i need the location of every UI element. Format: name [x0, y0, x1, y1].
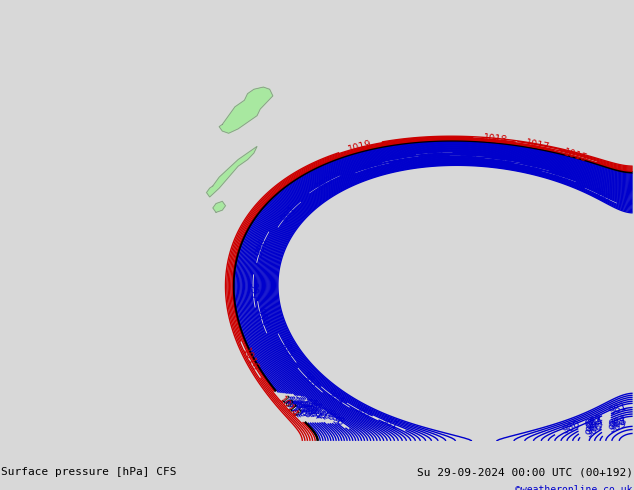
Text: Su 29-09-2024 00:00 UTC (00+192): Su 29-09-2024 00:00 UTC (00+192) — [417, 467, 633, 477]
Text: 983: 983 — [584, 415, 605, 432]
Text: 1012: 1012 — [281, 395, 304, 420]
Text: 981: 981 — [378, 415, 399, 432]
Polygon shape — [207, 147, 257, 197]
Text: 999: 999 — [321, 408, 342, 427]
Text: 994: 994 — [254, 307, 268, 327]
Text: 1008: 1008 — [289, 396, 313, 421]
Text: 988: 988 — [607, 416, 628, 432]
Text: 1017: 1017 — [524, 138, 551, 153]
Text: 985: 985 — [278, 338, 295, 359]
Text: 1010: 1010 — [285, 396, 309, 420]
Text: 1018: 1018 — [482, 133, 508, 145]
Text: 1011: 1011 — [283, 395, 307, 420]
Text: 1000: 1000 — [307, 399, 333, 422]
Text: 1014: 1014 — [276, 394, 299, 419]
Text: 980: 980 — [561, 419, 582, 436]
Text: 1003: 1003 — [301, 398, 326, 422]
Text: 1004: 1004 — [299, 398, 323, 422]
Text: 1005: 1005 — [295, 396, 320, 421]
Text: 1006: 1006 — [294, 396, 318, 421]
Text: 1007: 1007 — [291, 396, 316, 421]
Text: 1001: 1001 — [306, 399, 330, 422]
Text: 993: 993 — [314, 174, 335, 193]
Text: 992: 992 — [391, 152, 410, 166]
Text: 1019: 1019 — [347, 139, 373, 154]
Text: ©weatheronline.co.uk: ©weatheronline.co.uk — [515, 485, 633, 490]
Text: 998: 998 — [325, 409, 346, 428]
Text: 996: 996 — [254, 237, 269, 257]
Text: 986: 986 — [584, 421, 605, 440]
Text: Surface pressure [hPa] CFS: Surface pressure [hPa] CFS — [1, 467, 177, 477]
Polygon shape — [219, 87, 273, 133]
Text: 981: 981 — [608, 401, 629, 416]
Text: 991: 991 — [279, 204, 298, 224]
Text: 997: 997 — [248, 281, 259, 300]
Text: 983: 983 — [548, 168, 569, 184]
Text: 989: 989 — [361, 160, 382, 175]
Text: 982: 982 — [584, 413, 605, 430]
Polygon shape — [213, 201, 226, 212]
Text: 1013: 1013 — [278, 394, 302, 419]
Text: 988: 988 — [493, 154, 512, 167]
Text: 995: 995 — [425, 147, 444, 159]
Text: 980: 980 — [590, 187, 611, 204]
Text: 1016: 1016 — [240, 347, 260, 373]
Text: 1009: 1009 — [287, 396, 311, 420]
Text: 986: 986 — [521, 159, 541, 173]
Text: 990: 990 — [458, 150, 477, 161]
Text: 1002: 1002 — [303, 398, 328, 422]
Text: 985: 985 — [585, 418, 605, 437]
Text: 987: 987 — [607, 414, 628, 430]
Text: 989: 989 — [607, 419, 628, 435]
Text: 982: 982 — [352, 403, 373, 421]
Text: 1015: 1015 — [562, 147, 589, 164]
Text: 984: 984 — [584, 416, 605, 434]
Text: 987: 987 — [300, 370, 320, 391]
Text: 984: 984 — [325, 388, 346, 407]
